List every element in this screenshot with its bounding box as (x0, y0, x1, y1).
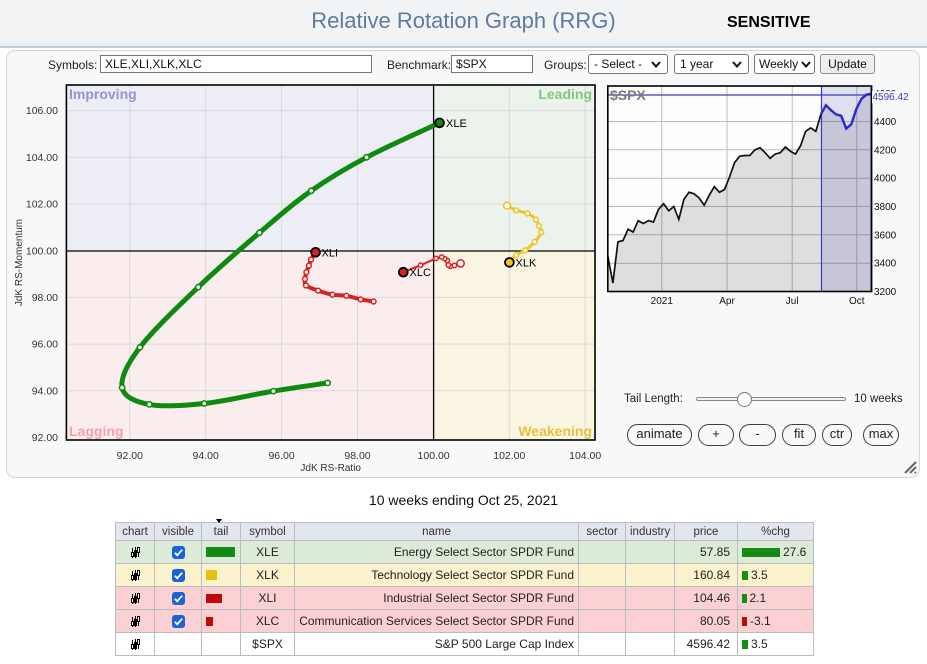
svg-text:Jul: Jul (786, 296, 799, 307)
svg-text:98.00: 98.00 (344, 450, 370, 462)
svg-text:Weakening: Weakening (518, 423, 592, 439)
svg-text:Apr: Apr (719, 296, 735, 307)
svg-text:XLC: XLC (410, 267, 431, 279)
svg-text:4400: 4400 (874, 117, 897, 128)
svg-text:92.00: 92.00 (117, 450, 143, 462)
svg-text:3800: 3800 (874, 202, 897, 213)
svg-text:JdK RS-Momentum: JdK RS-Momentum (14, 219, 25, 306)
svg-text:Improving: Improving (69, 86, 137, 102)
svg-text:XLE: XLE (446, 118, 467, 130)
svg-text:94.00: 94.00 (32, 385, 58, 397)
svg-text:104.00: 104.00 (569, 450, 601, 462)
svg-text:102.00: 102.00 (493, 450, 525, 462)
svg-text:XLK: XLK (516, 257, 537, 269)
svg-text:3400: 3400 (874, 259, 897, 270)
svg-text:102.00: 102.00 (26, 199, 58, 211)
svg-text:96.00: 96.00 (32, 339, 58, 351)
svg-text:4200: 4200 (874, 145, 897, 156)
svg-text:100.00: 100.00 (418, 450, 450, 462)
svg-text:$SPX: $SPX (610, 87, 646, 103)
svg-text:3200: 3200 (874, 287, 897, 298)
svg-text:96.00: 96.00 (268, 450, 294, 462)
svg-text:2021: 2021 (651, 296, 674, 307)
svg-text:98.00: 98.00 (32, 292, 58, 304)
svg-text:100.00: 100.00 (26, 246, 58, 258)
svg-text:Oct: Oct (849, 296, 865, 307)
svg-text:4596.42: 4596.42 (873, 92, 910, 103)
svg-text:3600: 3600 (874, 230, 897, 241)
svg-text:XLI: XLI (322, 247, 339, 259)
svg-text:Lagging: Lagging (69, 423, 123, 439)
svg-text:Leading: Leading (538, 86, 592, 102)
svg-text:4000: 4000 (874, 174, 897, 185)
svg-text:94.00: 94.00 (193, 450, 219, 462)
svg-text:106.00: 106.00 (26, 105, 58, 117)
svg-text:JdK RS-Ratio: JdK RS-Ratio (300, 463, 361, 474)
svg-text:92.00: 92.00 (32, 432, 58, 444)
svg-text:104.00: 104.00 (26, 152, 58, 164)
